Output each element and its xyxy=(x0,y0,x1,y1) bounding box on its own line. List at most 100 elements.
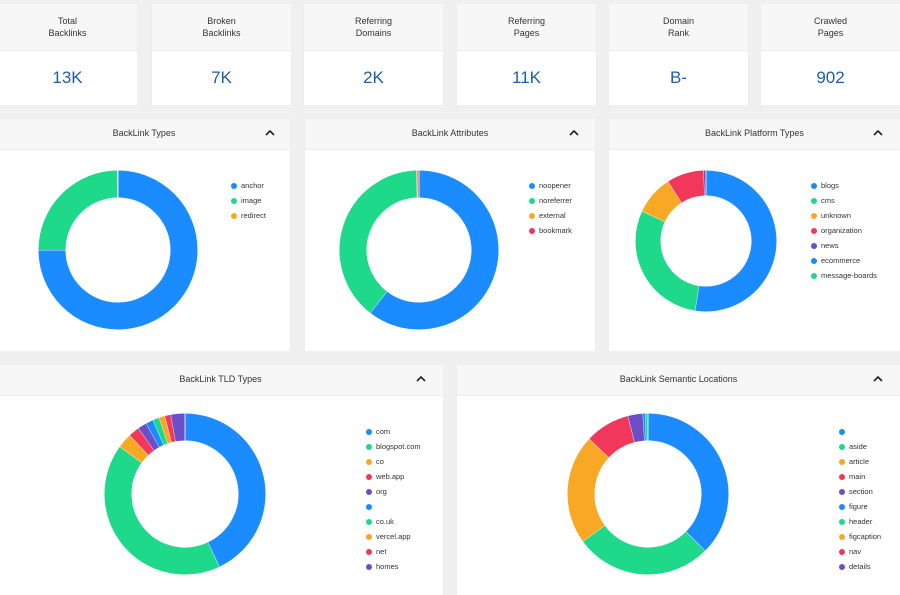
legend-item[interactable]: news xyxy=(811,238,877,253)
legend-label: blogspot.com xyxy=(376,442,421,451)
donut-slice[interactable] xyxy=(153,433,159,436)
stat-label-line2: Backlinks xyxy=(48,27,86,39)
legend-item[interactable]: net xyxy=(366,544,421,559)
stat-label: Domain Rank xyxy=(609,4,748,51)
donut-slice[interactable] xyxy=(697,183,764,299)
donut-slice[interactable] xyxy=(654,192,675,216)
donut-slice[interactable] xyxy=(648,216,697,298)
legend-item[interactable]: vercel.app xyxy=(366,529,421,544)
stat-value: B- xyxy=(609,50,748,105)
legend-label: message-boards xyxy=(821,271,877,280)
legend-item[interactable]: homes xyxy=(366,559,421,574)
donut-slice[interactable] xyxy=(146,435,152,439)
legend-item[interactable]: organization xyxy=(811,223,877,238)
legend-item[interactable]: figure xyxy=(839,499,881,514)
legend-label: co xyxy=(376,457,384,466)
donut-slice[interactable] xyxy=(379,184,485,316)
legend-item[interactable]: unknown xyxy=(811,208,877,223)
donut-slice[interactable] xyxy=(139,439,146,445)
stat-card-domain-rank: Domain Rank B- xyxy=(609,4,748,105)
donut-slice[interactable] xyxy=(131,445,139,454)
donut-slice[interactable] xyxy=(594,533,696,561)
legend-dot-icon xyxy=(366,534,372,540)
stat-label: Crawled Pages xyxy=(761,4,900,51)
legend-item[interactable]: noopener xyxy=(529,178,572,193)
donut-slice[interactable] xyxy=(581,448,599,533)
donut-slice[interactable] xyxy=(52,184,118,250)
legend-item[interactable]: external xyxy=(529,208,572,223)
donut-chart xyxy=(0,119,290,351)
donut-slice[interactable] xyxy=(599,429,631,448)
donut-slice[interactable] xyxy=(173,427,185,428)
legend: anchor image redirect xyxy=(231,178,266,223)
donut-slice[interactable] xyxy=(353,184,417,302)
donut-slice[interactable] xyxy=(631,427,643,429)
donut-slice[interactable] xyxy=(158,431,163,433)
legend-item[interactable]: co.uk xyxy=(366,514,421,529)
legend-dot-icon xyxy=(529,183,535,189)
legend-item[interactable]: blogspot.com xyxy=(366,439,421,454)
legend-item[interactable]: blogs xyxy=(811,178,877,193)
legend-label: figcaption xyxy=(849,532,881,541)
legend-dot-icon xyxy=(366,564,372,570)
legend-item[interactable]: article xyxy=(839,454,881,469)
stat-label-line2: Rank xyxy=(668,27,689,39)
legend-label: main xyxy=(849,472,865,481)
legend-item[interactable]: main xyxy=(839,469,881,484)
legend-item[interactable]: anchor xyxy=(231,178,266,193)
stat-label-line1: Broken xyxy=(207,15,236,27)
stat-label-line2: Backlinks xyxy=(202,27,240,39)
legend-item[interactable]: aside xyxy=(839,439,881,454)
legend-item[interactable]: co xyxy=(366,454,421,469)
legend-item[interactable]: message-boards xyxy=(811,268,877,283)
donut-slice[interactable] xyxy=(163,429,168,430)
legend-label: com xyxy=(376,427,390,436)
legend-label: blogs xyxy=(821,181,839,190)
donut-slice[interactable] xyxy=(675,183,704,192)
legend-item[interactable]: details xyxy=(839,559,881,574)
legend-item[interactable]: noreferrer xyxy=(529,193,572,208)
legend-dot-icon xyxy=(366,489,372,495)
donut-slice[interactable] xyxy=(648,427,715,541)
legend-dot-icon xyxy=(529,213,535,219)
stat-label-line2: Pages xyxy=(818,27,844,39)
legend-item[interactable]: header xyxy=(839,514,881,529)
legend-label: co.uk xyxy=(376,517,394,526)
stat-label: Total Backlinks xyxy=(0,4,137,51)
legend-item[interactable]: ecommerce xyxy=(811,253,877,268)
legend-dot-icon xyxy=(366,459,372,465)
donut-slice[interactable] xyxy=(118,455,214,561)
legend-item[interactable]: redirect xyxy=(231,208,266,223)
stat-value: 902 xyxy=(761,50,900,105)
legend-label: anchor xyxy=(241,181,264,190)
legend-label: redirect xyxy=(241,211,266,220)
legend-dot-icon xyxy=(811,228,817,234)
legend-item[interactable] xyxy=(366,499,421,514)
legend-item[interactable]: org xyxy=(366,484,421,499)
legend-item[interactable]: nav xyxy=(839,544,881,559)
legend-label: noopener xyxy=(539,181,571,190)
stat-label-line1: Total xyxy=(58,15,77,27)
legend-item[interactable]: com xyxy=(366,424,421,439)
legend-item[interactable]: bookmark xyxy=(529,223,572,238)
legend-dot-icon xyxy=(231,198,237,204)
legend-item[interactable]: section xyxy=(839,484,881,499)
stat-label: Referring Domains xyxy=(304,4,443,51)
legend-item[interactable]: figcaption xyxy=(839,529,881,544)
legend-label: image xyxy=(241,196,261,205)
legend-item[interactable]: web.app xyxy=(366,469,421,484)
legend-item[interactable]: image xyxy=(231,193,266,208)
legend-item[interactable] xyxy=(839,424,881,439)
legend-label: ecommerce xyxy=(821,256,860,265)
legend-label: cms xyxy=(821,196,835,205)
legend-dot-icon xyxy=(839,504,845,510)
stat-label: Broken Backlinks xyxy=(152,4,291,51)
donut-slice[interactable] xyxy=(168,428,173,429)
legend-item[interactable]: cms xyxy=(811,193,877,208)
legend-dot-icon xyxy=(839,474,845,480)
donut-slice[interactable] xyxy=(185,427,252,555)
